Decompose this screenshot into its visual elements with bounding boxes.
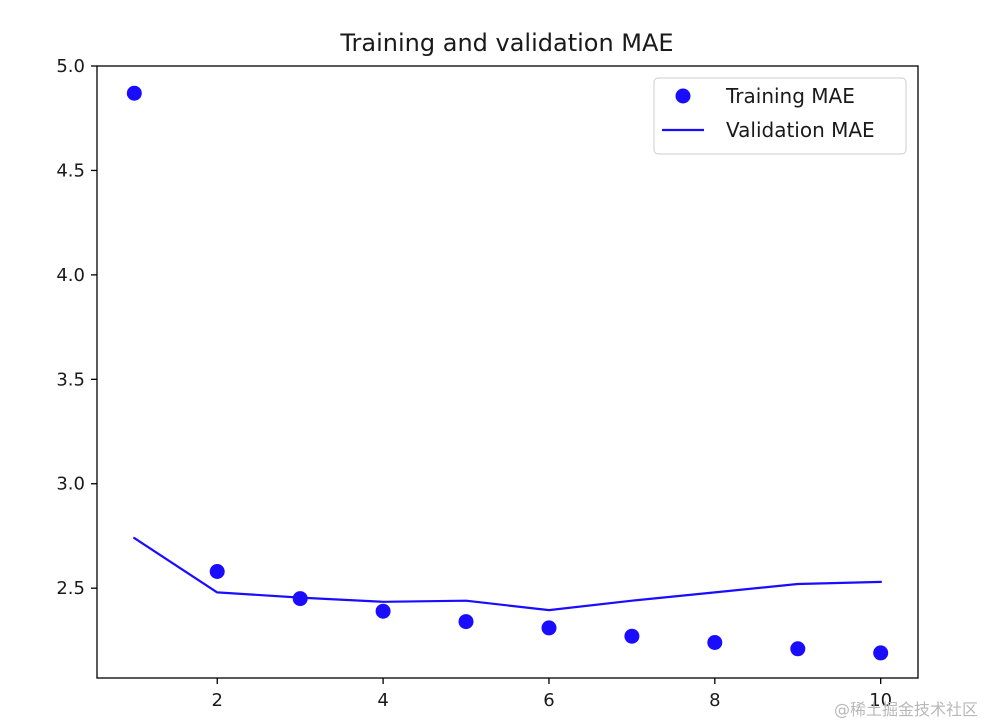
y-tick-label: 2.5 — [56, 578, 85, 599]
axes: 2 4 6 8 10 2.5 3.0 3.5 4.0 4.5 5.0 — [56, 56, 919, 711]
y-tick-label: 3.5 — [56, 369, 85, 390]
training-mae-point — [541, 620, 557, 636]
validation-mae-line — [132, 536, 882, 612]
y-tick-label: 4.0 — [56, 265, 85, 286]
x-tick-label: 4 — [377, 690, 388, 711]
x-tick-label: 8 — [709, 690, 720, 711]
training-mae-point — [624, 628, 640, 644]
legend-label: Training MAE — [725, 84, 855, 108]
y-tick-label: 5.0 — [56, 56, 85, 77]
x-tick-label: 6 — [543, 690, 554, 711]
training-mae-point — [458, 614, 474, 630]
legend-box — [653, 77, 907, 155]
x-tick-label: 10 — [869, 690, 892, 711]
y-tick-label: 4.5 — [56, 160, 85, 181]
training-mae-point — [126, 85, 142, 101]
y-tick-label: 3.0 — [56, 474, 85, 495]
training-mae-point — [209, 564, 225, 579]
legend-label: Validation MAE — [726, 118, 875, 142]
chart-title: Training and validation MAE — [339, 29, 673, 57]
training-mae-point — [790, 641, 806, 657]
plot-area — [126, 85, 889, 661]
plot-frame — [96, 65, 919, 679]
training-mae-point — [873, 645, 889, 661]
training-mae-point — [375, 603, 391, 619]
training-mae-point — [707, 635, 723, 650]
watermark-text: @稀土掘金技术社区 — [833, 700, 978, 719]
legend-marker-swatch — [675, 88, 691, 104]
x-tick-label: 2 — [212, 690, 223, 711]
legend: Training MAE Validation MAE — [653, 77, 907, 155]
